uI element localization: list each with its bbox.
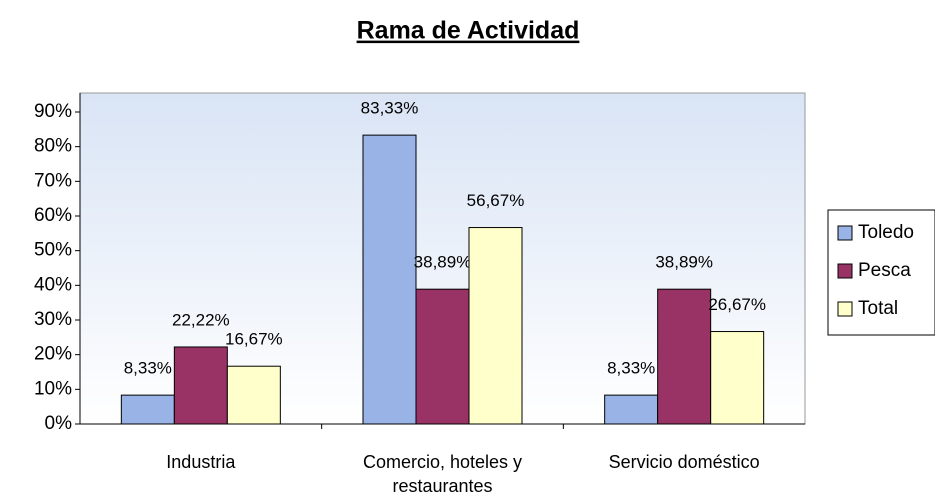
y-tick-label: 0% (45, 413, 73, 434)
y-tick-label: 80% (34, 136, 72, 157)
data-label: 38,89% (655, 253, 713, 272)
data-label: 56,67% (467, 191, 525, 210)
legend-swatch (837, 263, 853, 279)
y-tick-label: 20% (34, 344, 72, 365)
bar (173, 346, 228, 425)
legend-swatch (837, 301, 853, 317)
legend-label: Total (858, 298, 898, 319)
data-label: 22,22% (172, 310, 230, 329)
data-label: 26,67% (708, 295, 766, 314)
bar (120, 394, 175, 425)
x-tick-label: Industria (166, 452, 236, 472)
data-label: 16,67% (225, 330, 283, 349)
bar (657, 288, 712, 425)
x-tick-label: Servicio doméstico (608, 452, 760, 472)
data-label: 38,89% (414, 253, 472, 272)
y-tick-label: 30% (34, 309, 72, 330)
legend-label: Pesca (858, 260, 911, 281)
x-tick-label: Comercio, hoteles y restaurantes (362, 452, 523, 496)
y-tick-label: 70% (34, 170, 72, 191)
y-tick-label: 10% (34, 378, 72, 399)
bar (604, 394, 659, 425)
bar (468, 227, 523, 425)
y-tick-label: 90% (34, 101, 72, 122)
legend-label: Toledo (858, 222, 914, 243)
y-tick-label: 50% (34, 240, 72, 261)
data-label: 8,33% (607, 359, 655, 378)
legend-swatch (837, 225, 853, 241)
y-tick-label: 40% (34, 274, 72, 295)
bar (226, 365, 281, 425)
bar (710, 331, 765, 425)
bar (362, 134, 417, 425)
data-label: 83,33% (361, 99, 419, 118)
chart-title: Rama de Actividad (357, 17, 580, 45)
data-label: 8,33% (124, 359, 172, 378)
bar (415, 288, 470, 425)
y-tick-label: 60% (34, 205, 72, 226)
